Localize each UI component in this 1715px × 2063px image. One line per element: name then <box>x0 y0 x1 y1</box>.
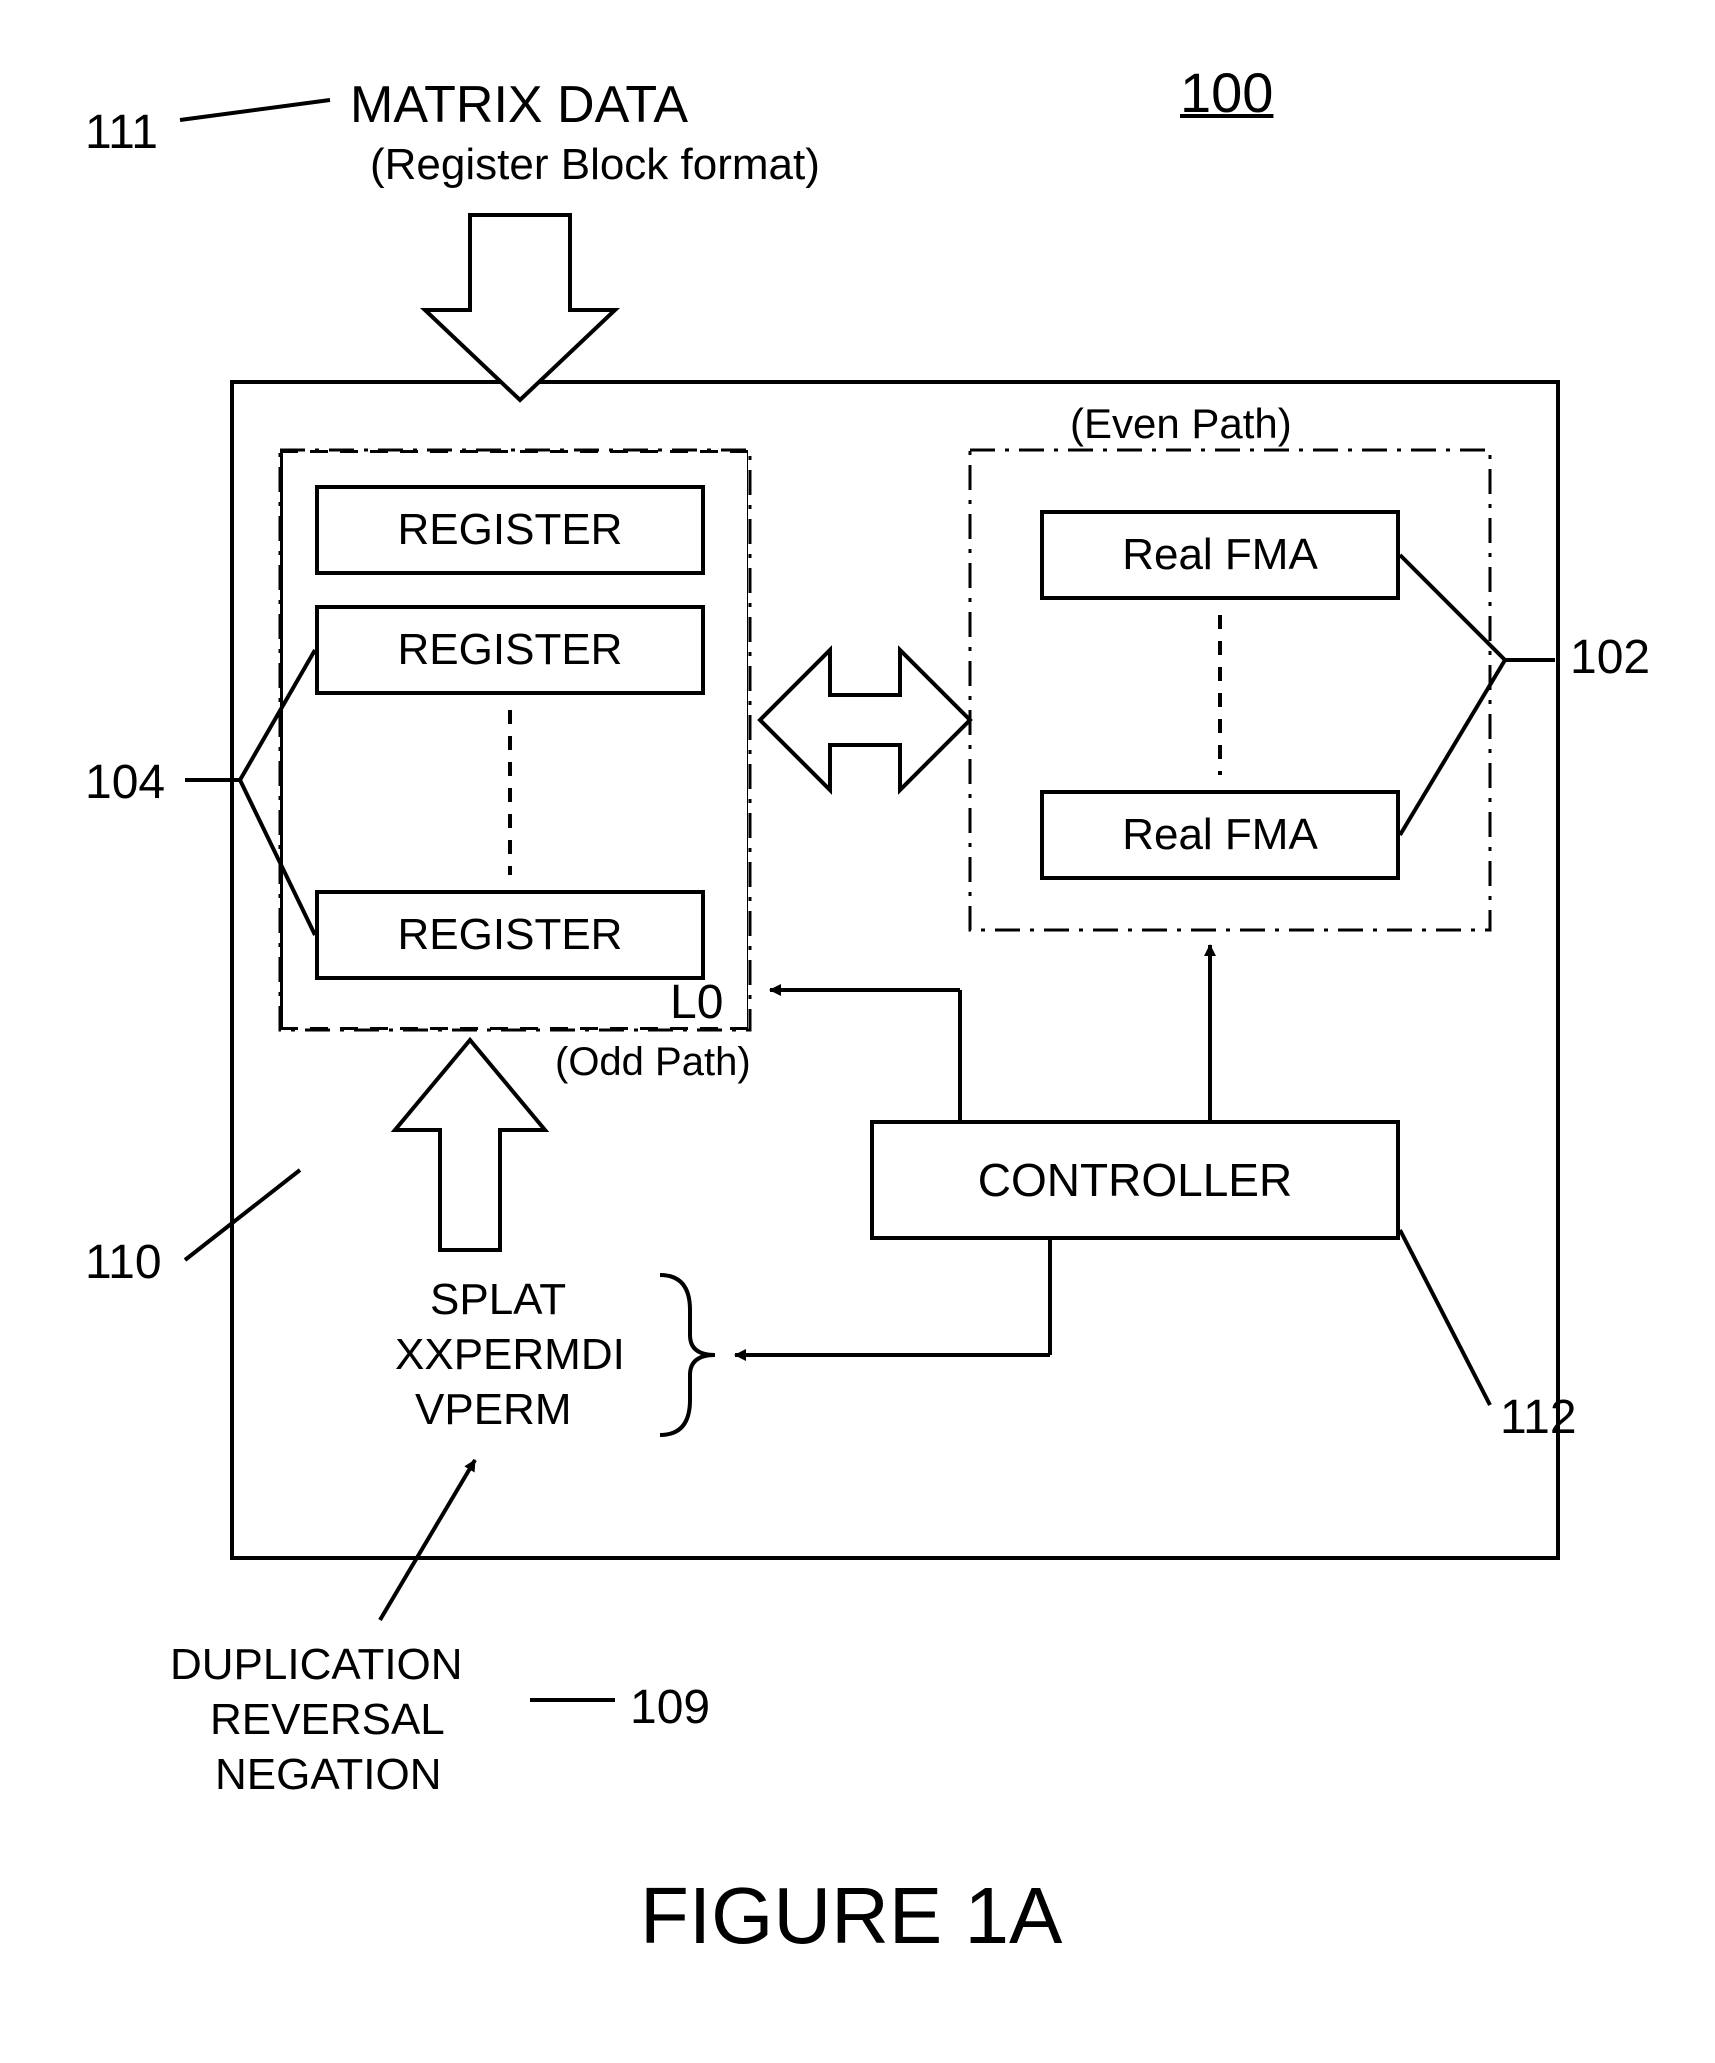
ref-109-num: 109 <box>630 1680 710 1735</box>
fma-block: Real FMA <box>1040 790 1400 880</box>
ref-109-line3: NEGATION <box>215 1750 442 1800</box>
ref-109-line2: REVERSAL <box>210 1695 445 1745</box>
odd-path-label: (Odd Path) <box>555 1040 751 1085</box>
register-block: REGISTER <box>315 485 705 575</box>
figure-number: 100 <box>1180 60 1273 125</box>
vperm-label: VPERM <box>415 1385 571 1435</box>
ref-111-num: 111 <box>85 105 158 160</box>
register-block: REGISTER <box>315 890 705 980</box>
l0-label: L0 <box>670 975 723 1030</box>
xxpermdi-label: XXPERMDI <box>395 1330 625 1380</box>
controller-label: CONTROLLER <box>978 1153 1292 1207</box>
register-label: REGISTER <box>398 625 623 675</box>
register-label: REGISTER <box>398 910 623 960</box>
ref-111-line1: MATRIX DATA <box>350 75 688 135</box>
figure-title: FIGURE 1A <box>640 1870 1062 1962</box>
ref-102-num: 102 <box>1570 630 1650 685</box>
fma-block: Real FMA <box>1040 510 1400 600</box>
ref-112-num: 112 <box>1500 1390 1577 1445</box>
ref-111-line2: (Register Block format) <box>370 140 820 190</box>
register-block: REGISTER <box>315 605 705 695</box>
ref-104-num: 104 <box>85 755 165 810</box>
ref-109-line1: DUPLICATION <box>170 1640 463 1690</box>
fma-label: Real FMA <box>1122 530 1318 580</box>
splat-label: SPLAT <box>430 1275 566 1325</box>
register-label: REGISTER <box>398 505 623 555</box>
fma-label: Real FMA <box>1122 810 1318 860</box>
even-path-label: (Even Path) <box>1070 400 1292 448</box>
controller-block: CONTROLLER <box>870 1120 1400 1240</box>
ref-110-num: 110 <box>85 1235 162 1290</box>
